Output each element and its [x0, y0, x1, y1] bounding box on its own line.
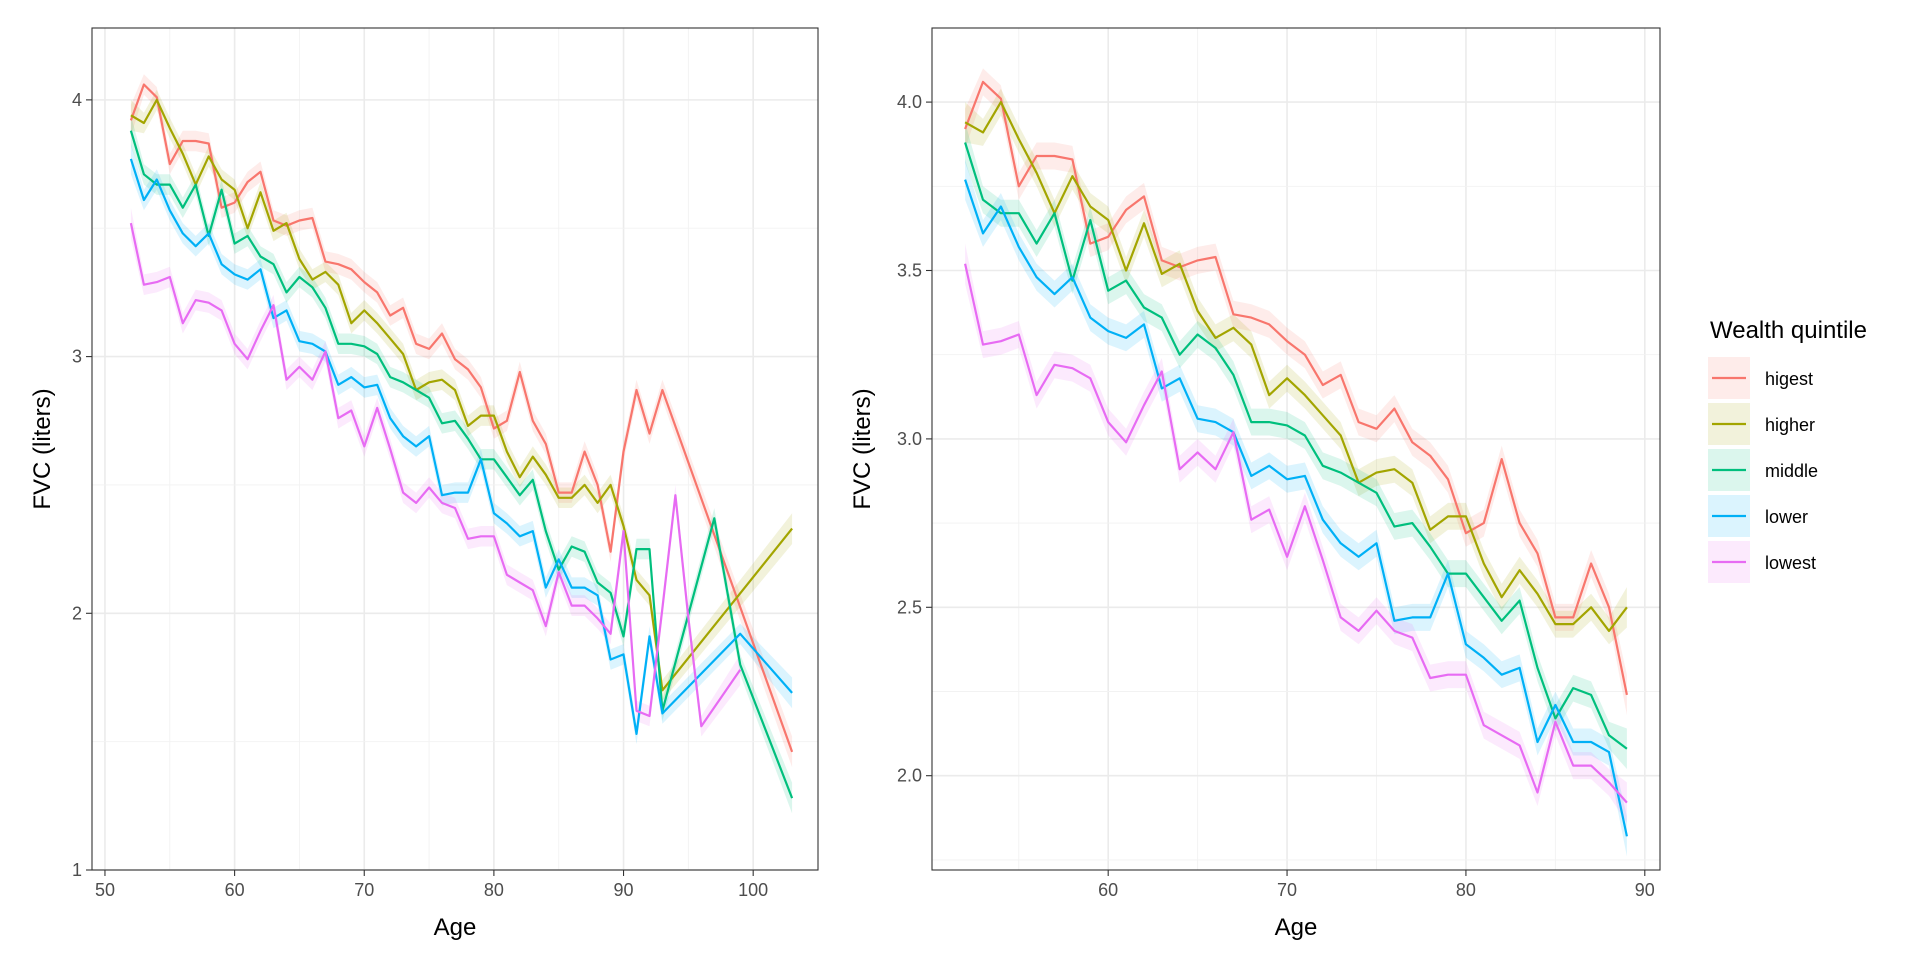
right-gridlines: [932, 28, 1660, 870]
left-panel-background: [92, 28, 818, 870]
ribbon-higher: [130, 89, 793, 701]
line-higher: [130, 98, 793, 692]
line-middle: [964, 142, 1628, 750]
y-tick-label: 2.0: [897, 766, 922, 786]
left-x-axis-title: Age: [434, 914, 477, 941]
right-y-axis-title: FVC (liters): [849, 388, 876, 509]
y-tick-label: 3.5: [897, 260, 922, 280]
legend-item-middle: middle: [1708, 449, 1818, 491]
right-plot-panel: 60 70 80 90 2.0 2.5 3.0 3.5 4.0 Age FVC (liters): [849, 27, 1661, 941]
left-panel-border: [91, 27, 819, 871]
legend-item-higher: higher: [1708, 403, 1815, 445]
x-tick-label: 80: [484, 880, 504, 900]
legend-label-lowest: lowest: [1765, 553, 1816, 573]
line-higest: [129, 83, 794, 753]
x-tick-label: 90: [614, 880, 634, 900]
line-lowest: [129, 222, 742, 728]
right-x-axis-title: Age: [1275, 914, 1318, 941]
legend-item-higest: higest: [1708, 357, 1813, 399]
y-tick-label: 4.0: [897, 92, 922, 112]
right-series-lines: [964, 80, 1628, 837]
ribbon-middle: [130, 115, 793, 814]
ribbon-higher: [965, 88, 1627, 645]
y-tick-label: 4: [72, 90, 82, 110]
y-tick-label: 3.0: [897, 429, 922, 449]
left-confidence-ribbons: [130, 74, 793, 814]
line-middle: [129, 130, 794, 799]
right-panel-border: [931, 27, 1661, 871]
legend: Wealth quintile higest higher middle lower l…: [1708, 317, 1867, 583]
legend-label-higher: higher: [1765, 415, 1815, 435]
y-tick-label: 2: [72, 603, 82, 623]
x-tick-label: 70: [1277, 880, 1297, 900]
line-higest: [964, 80, 1628, 696]
right-panel-background: [932, 28, 1660, 870]
legend-items: higest higher middle lower lowest: [1708, 357, 1818, 583]
legend-item-lower: lower: [1708, 495, 1808, 537]
x-tick-label: 80: [1456, 880, 1476, 900]
legend-label-lower: lower: [1765, 507, 1808, 527]
line-lowest: [964, 263, 1628, 804]
x-tick-label: 90: [1635, 880, 1655, 900]
ribbon-higest: [130, 74, 793, 768]
line-higher: [964, 100, 1628, 633]
x-tick-label: 100: [738, 880, 768, 900]
x-tick-label: 50: [95, 880, 115, 900]
x-tick-label: 60: [1098, 880, 1118, 900]
legend-label-middle: middle: [1765, 461, 1818, 481]
line-lower: [964, 179, 1628, 837]
line-lower: [129, 158, 793, 736]
legend-item-lowest: lowest: [1708, 541, 1816, 583]
left-gridlines: [92, 28, 818, 871]
legend-label-higest: higest: [1765, 369, 1813, 389]
ribbon-middle: [965, 122, 1627, 770]
right-axis-ticks: 60 70 80 90 2.0 2.5 3.0 3.5 4.0: [897, 92, 1655, 900]
left-axis-ticks: 50 60 70 80 90 100 1 2 3 4: [72, 90, 768, 900]
left-y-axis-title: FVC (liters): [29, 388, 56, 509]
x-tick-label: 60: [225, 880, 245, 900]
x-tick-label: 70: [354, 880, 374, 900]
y-tick-label: 1: [72, 860, 82, 880]
legend-title: Wealth quintile: [1710, 317, 1867, 344]
y-tick-label: 3: [72, 347, 82, 367]
left-plot-panel: 50 60 70 80 90 100 1 2 3 4 Age FVC (liters): [29, 27, 819, 941]
y-tick-label: 2.5: [897, 597, 922, 617]
ribbon-lowest: [130, 207, 741, 737]
left-series-lines: [129, 83, 794, 799]
